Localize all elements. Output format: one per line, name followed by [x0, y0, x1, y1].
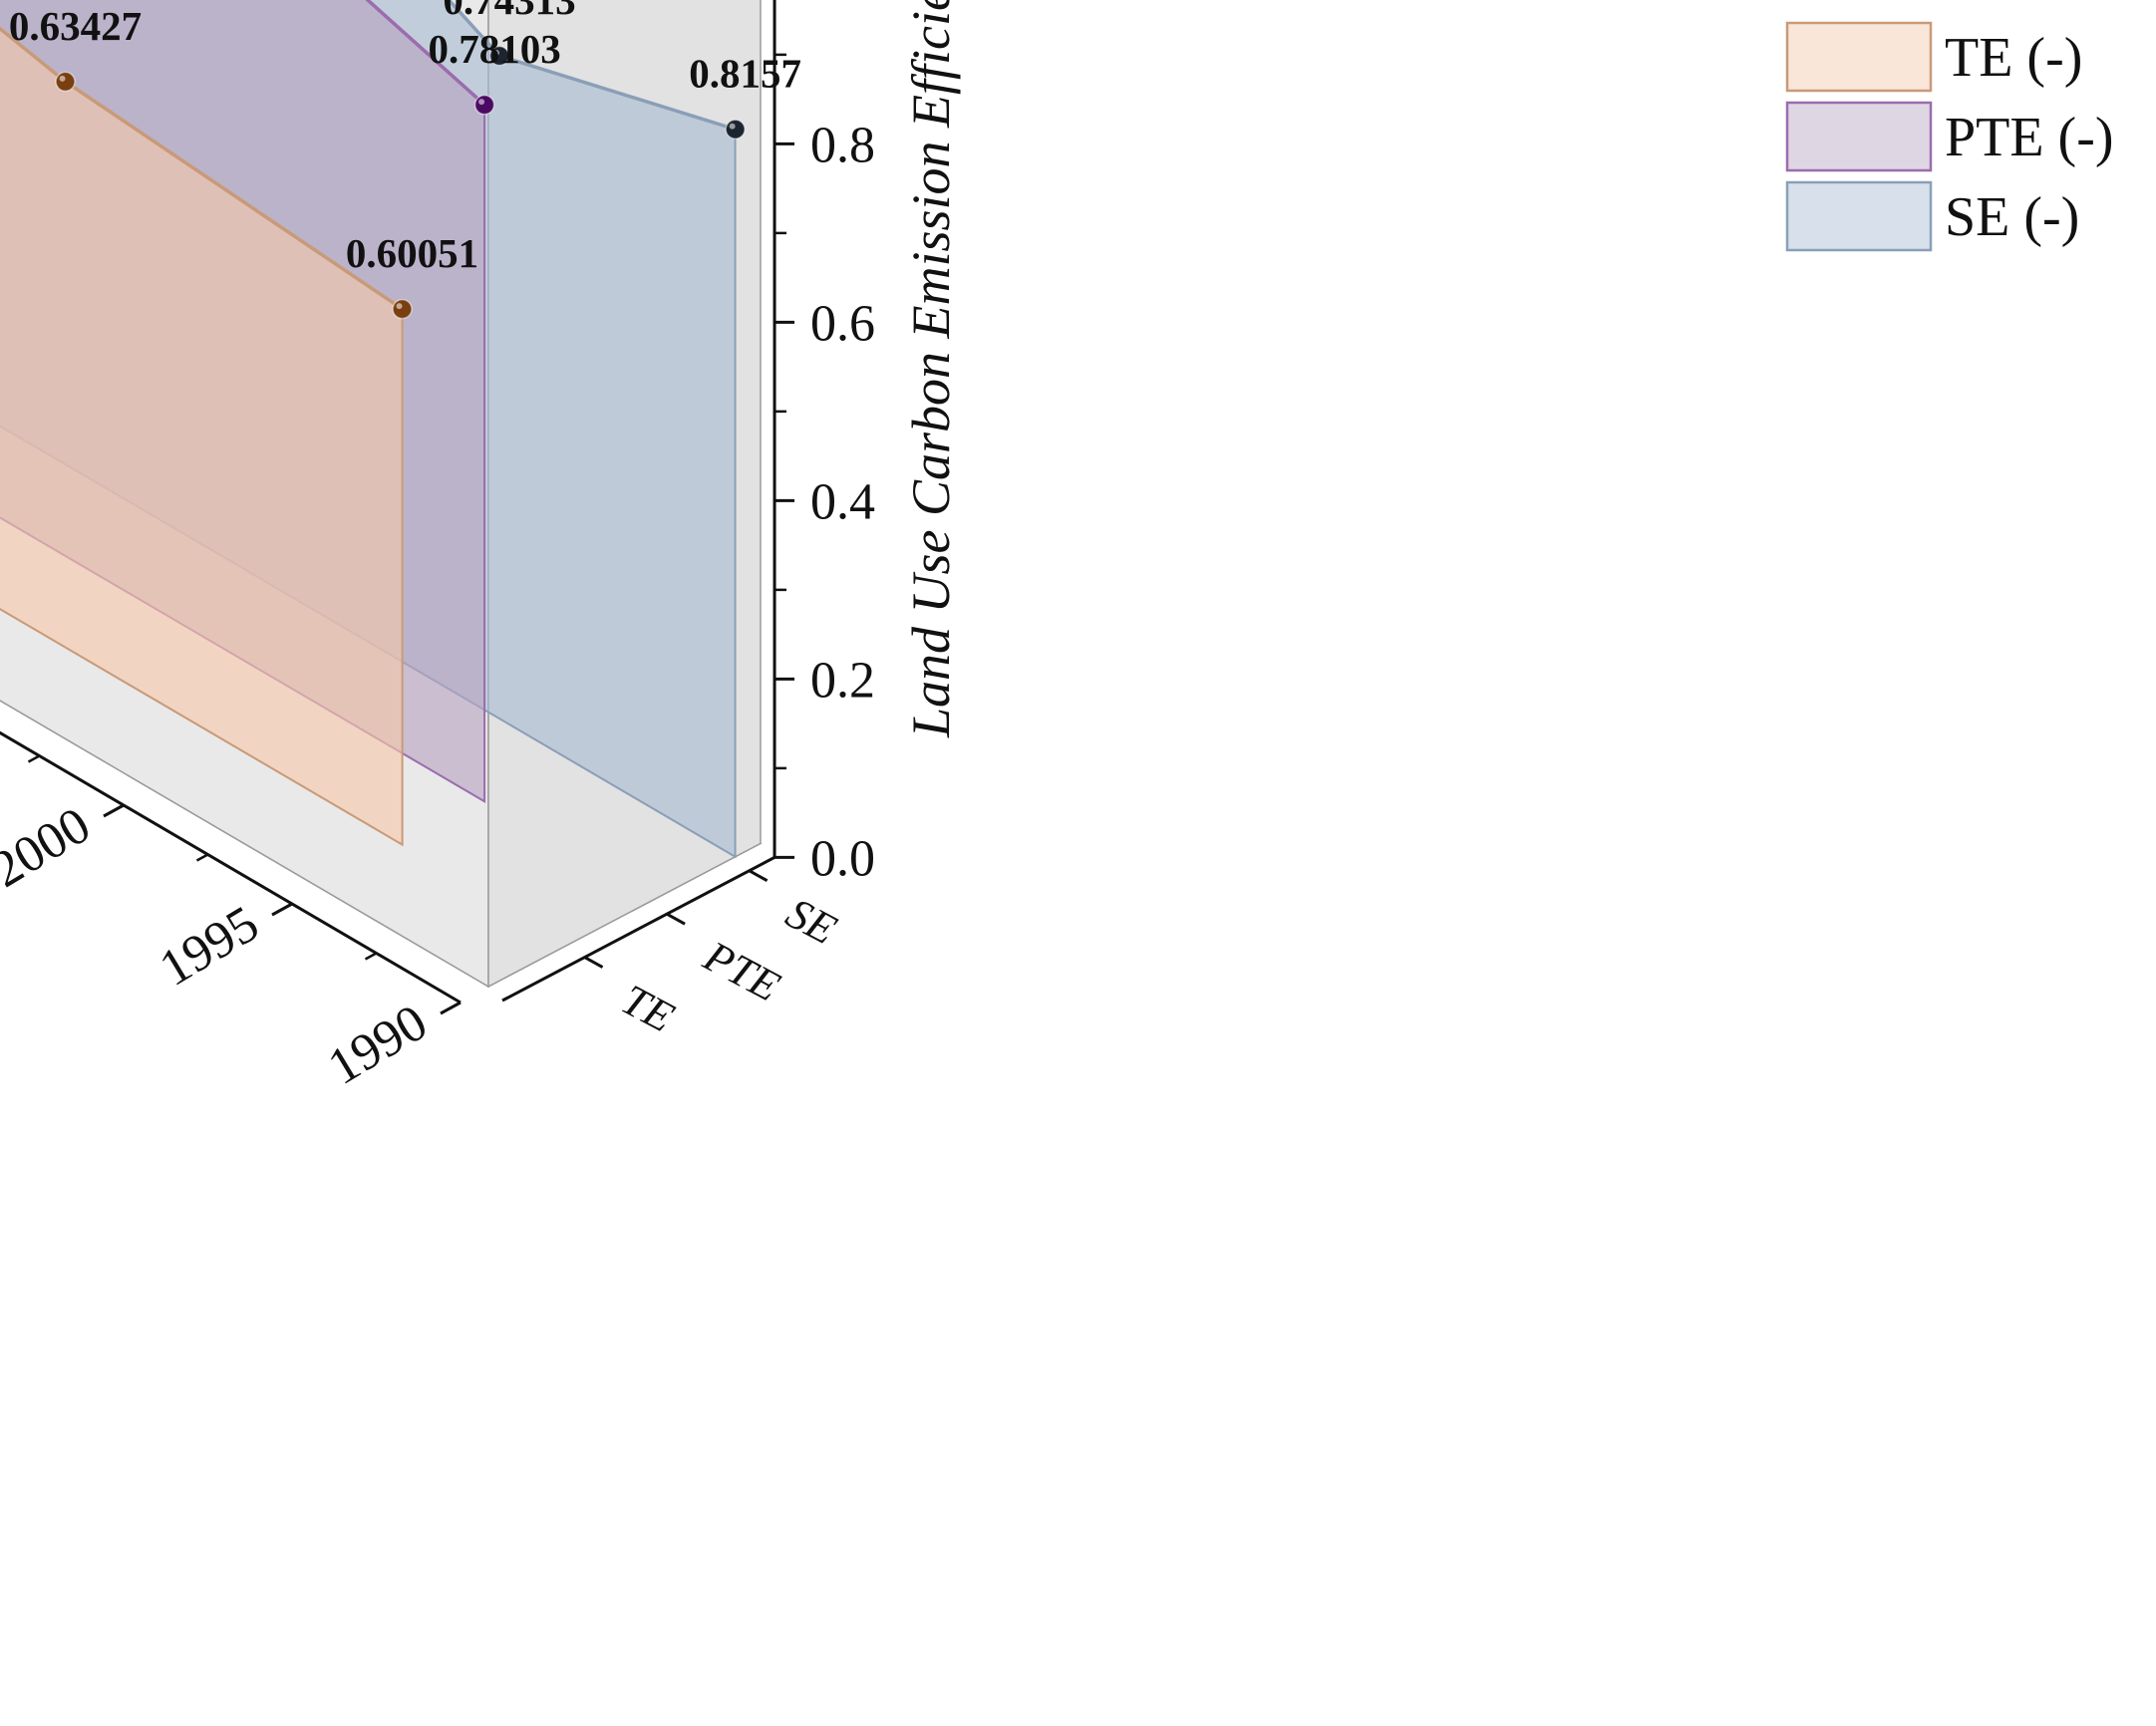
legend-swatch-se [1785, 180, 1933, 252]
data-point-highlight [493, 50, 500, 57]
legend-label-se: SE (-) [1945, 186, 2079, 248]
data-point-highlight [59, 75, 66, 82]
legend-swatch-te [1785, 21, 1933, 93]
data-point-pte [473, 94, 495, 116]
x-tick-label: 2000 [0, 796, 100, 898]
x-tick-label: 1990 [319, 994, 438, 1095]
series-se-line [446, 0, 737, 132]
series-te [0, 26, 413, 847]
data-label-se: 0.8157 [689, 51, 801, 97]
x-tick-mark [440, 1001, 462, 1015]
category-tick-mark [583, 956, 604, 969]
x-tick-label: 1995 [151, 895, 269, 997]
category-label-pte: PTE [696, 931, 788, 1011]
x-minor-tick [27, 754, 41, 763]
y-tick-label: 0.4 [810, 473, 875, 530]
y-tick-label: 0.6 [810, 295, 875, 352]
y-tick-label: 0.8 [810, 117, 875, 173]
x-tick-mark [103, 803, 125, 818]
category-label-se: SE [778, 888, 844, 954]
chart-series-group [0, 0, 746, 859]
data-point-te [392, 298, 413, 320]
legend-swatch-pte [1785, 101, 1933, 172]
data-label-te: 0.60051 [346, 230, 478, 276]
legend-label-te: TE (-) [1945, 27, 2082, 89]
category-axis-line [501, 856, 775, 1003]
category-label-te: TE [614, 975, 682, 1041]
category-tick-mark [748, 869, 769, 883]
y-tick-label: 0.2 [810, 652, 875, 709]
x-tick-mark [271, 902, 293, 917]
y-tick-label: 0.0 [810, 830, 875, 887]
data-point-highlight [729, 123, 736, 130]
x-minor-tick [195, 853, 209, 862]
data-point-highlight [396, 303, 403, 310]
series-te-line [0, 26, 404, 311]
data-point-te [55, 71, 76, 93]
data-point-se [725, 119, 746, 140]
y-axis-title: Land Use Carbon Emission Efficiency [901, 0, 961, 738]
chart-data-labels: 0.81570.743130.899550.963390.781030.8632… [9, 0, 801, 276]
data-label-te: 0.63427 [9, 3, 142, 49]
legend-label-pte: PTE (-) [1945, 107, 2114, 168]
data-label-se: 0.74313 [443, 0, 575, 23]
data-point-highlight [478, 99, 485, 106]
category-tick-mark [666, 912, 686, 926]
chart-legend: TE (-) PTE (-) SE (-) [1785, 21, 2114, 252]
x-minor-tick [364, 952, 378, 961]
data-label-pte: 0.78103 [428, 26, 560, 72]
